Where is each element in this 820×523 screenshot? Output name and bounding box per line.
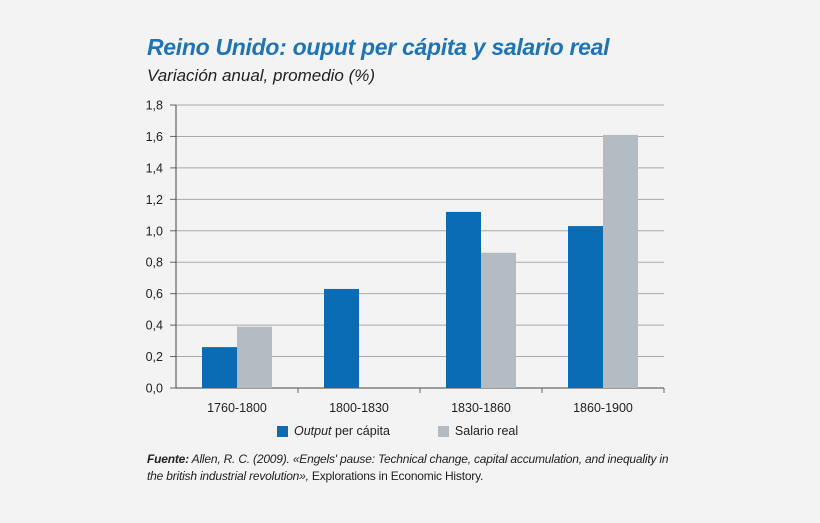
legend-item-output: Output per cápita	[277, 424, 390, 438]
bar-output	[446, 211, 481, 388]
bar-output	[202, 347, 237, 388]
legend-swatch-output	[277, 425, 288, 437]
y-tick-label: 1,2	[146, 193, 163, 207]
y-tick-label: 0,0	[146, 382, 163, 396]
y-tick-label: 0,6	[146, 287, 163, 301]
y-tick-label: 0,4	[146, 319, 163, 333]
y-tick-label: 1,0	[146, 224, 163, 238]
y-tick-label: 0,2	[146, 350, 163, 364]
x-tick-label: 1760-1800	[207, 401, 267, 415]
y-tick-label: 1,8	[146, 99, 163, 113]
bar-output	[568, 226, 603, 388]
y-tick-label: 1,4	[146, 161, 163, 175]
legend-item-salario: Salario real	[437, 424, 519, 438]
bar-salario	[603, 134, 638, 388]
chart-title: Reino Unido: ouput per cápita y salario …	[147, 34, 610, 60]
source-label: Fuente:	[147, 452, 189, 466]
legend-swatch-salario	[437, 425, 449, 437]
legend-label-salario: Salario real	[454, 424, 519, 438]
source-journal: Explorations in Economic History.	[311, 469, 484, 483]
legend: Output per cápita Salario real	[277, 424, 518, 438]
y-tick-label: 0,8	[146, 256, 163, 270]
source-citation: Allen, R. C. (2009). «Engels' pause: Tec…	[147, 452, 669, 483]
x-tick-label: 1830-1860	[451, 401, 511, 415]
source-note: Fuente: Allen, R. C. (2009). «Engels' pa…	[147, 451, 687, 485]
y-tick-label: 1,6	[146, 130, 163, 144]
bar-salario	[237, 326, 272, 388]
legend-label-output: Output per cápita	[294, 424, 390, 438]
chart-subtitle: Variación anual, promedio (%)	[147, 66, 376, 85]
x-tick-label: 1860-1900	[573, 401, 633, 415]
bar-salario	[481, 252, 516, 388]
x-tick-label: 1800-1830	[329, 401, 389, 415]
bar-output	[324, 288, 359, 388]
